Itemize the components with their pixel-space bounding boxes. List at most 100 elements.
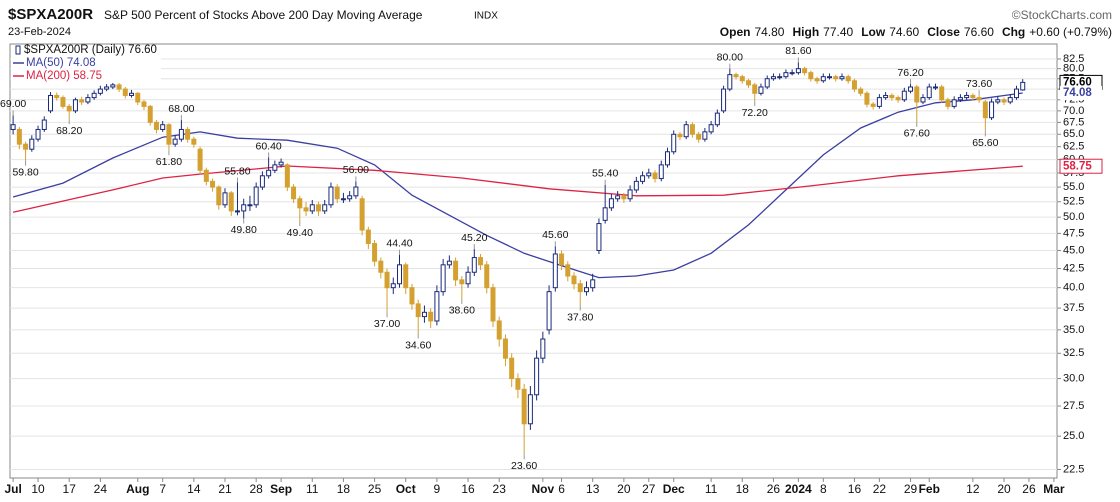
x-tick-label: Dec bbox=[663, 482, 685, 496]
legend-entry: MA(200) 58.75 bbox=[26, 70, 102, 82]
x-tick-label: 11 bbox=[705, 482, 718, 496]
x-tick-label: 11 bbox=[306, 482, 319, 496]
candle-body bbox=[883, 94, 889, 99]
candle-body bbox=[185, 128, 191, 140]
candle-body bbox=[1020, 81, 1026, 91]
annotation-label: 23.60 bbox=[511, 460, 537, 472]
candle-body bbox=[72, 99, 78, 112]
candle-body bbox=[689, 124, 695, 135]
candle-body bbox=[627, 189, 633, 200]
quote-value: 76.60 bbox=[964, 25, 994, 39]
x-tick-label: 18 bbox=[337, 482, 351, 496]
x-tick-label: 25 bbox=[368, 482, 382, 496]
candle-body bbox=[920, 97, 926, 103]
quote-label: Low bbox=[861, 25, 886, 39]
candle-body bbox=[664, 151, 670, 166]
annotation-label: 45.20 bbox=[461, 232, 487, 244]
candle-body bbox=[640, 175, 646, 182]
last-value-box bbox=[1060, 85, 1102, 100]
candle-body bbox=[365, 229, 371, 245]
candle-body bbox=[764, 78, 770, 88]
axes: 22.5 25.0 27.5 30.0 32.5 35.0 37.5 40.0 42.5 45.0… bbox=[4, 53, 1103, 496]
candle-body bbox=[104, 86, 110, 90]
candle-body bbox=[397, 264, 403, 285]
candle-body bbox=[895, 97, 901, 101]
quote-label: Close bbox=[927, 25, 960, 39]
chart-title: S&P 500 Percent of Stocks Above 200 Day … bbox=[104, 8, 423, 22]
candle-body bbox=[783, 72, 789, 78]
candle-body bbox=[540, 338, 546, 359]
x-tick-label: 26 bbox=[767, 482, 781, 496]
candle-body bbox=[471, 257, 477, 273]
candle-body bbox=[683, 124, 689, 138]
annotation-label: 65.60 bbox=[972, 137, 998, 149]
candle-body bbox=[259, 175, 265, 188]
y-tick-label: 22.5 bbox=[1063, 463, 1084, 475]
candle-body bbox=[197, 148, 203, 171]
x-tick-label: 20 bbox=[617, 482, 631, 496]
candle-body bbox=[478, 257, 484, 266]
candle-body bbox=[278, 161, 284, 166]
candle-body bbox=[502, 338, 508, 359]
candle-body bbox=[546, 291, 552, 331]
candle-body bbox=[976, 97, 982, 101]
candle-body bbox=[870, 103, 876, 107]
candle-body bbox=[596, 223, 602, 251]
candle-body bbox=[951, 99, 957, 107]
candle-body bbox=[129, 92, 135, 96]
candle-body bbox=[141, 101, 147, 107]
candle-body bbox=[328, 186, 334, 206]
x-tick-label: 22 bbox=[873, 482, 887, 496]
candle-body bbox=[858, 88, 864, 94]
candle-body bbox=[839, 76, 845, 80]
legend-entry: MA(50) 74.08 bbox=[26, 57, 96, 69]
candle-body bbox=[203, 169, 209, 182]
candle-body bbox=[833, 76, 839, 80]
x-tick-label: Nov bbox=[532, 482, 555, 496]
source: ©StockCharts.com bbox=[1012, 8, 1112, 22]
candle-body bbox=[29, 138, 35, 150]
y-tick-label: 70.0 bbox=[1063, 105, 1084, 117]
candle-body bbox=[727, 74, 733, 90]
candle-body bbox=[521, 388, 527, 425]
x-tick-label: 23 bbox=[493, 482, 507, 496]
candle-body bbox=[733, 74, 739, 78]
quote: Open 74.80 High 77.40 Low 74.60 Close 76.60 Chg +… bbox=[720, 25, 1112, 39]
x-tick-label: Mar bbox=[1043, 482, 1065, 496]
y-tick-label: 80.0 bbox=[1063, 63, 1084, 75]
x-tick-label: 24 bbox=[94, 482, 108, 496]
candle-body bbox=[135, 92, 141, 103]
annotation-label: 80.00 bbox=[717, 51, 743, 63]
candle-body bbox=[372, 243, 378, 262]
candle-body bbox=[172, 138, 178, 145]
candle-body bbox=[453, 260, 459, 281]
annotation-label: 67.60 bbox=[904, 128, 930, 140]
candle-body bbox=[515, 378, 521, 390]
annotation-label: 34.60 bbox=[405, 339, 431, 351]
candle-body bbox=[16, 128, 22, 145]
x-tick-label: 12 bbox=[966, 482, 980, 496]
candle-body bbox=[777, 76, 783, 79]
candle-body bbox=[827, 76, 833, 79]
annotation-label: 38.60 bbox=[449, 305, 475, 317]
candle-body bbox=[646, 172, 652, 177]
candle-body bbox=[914, 86, 920, 103]
last-value-box bbox=[1059, 158, 1103, 174]
candle-body bbox=[160, 124, 166, 130]
candle-body bbox=[583, 287, 589, 293]
candle-body bbox=[577, 283, 583, 293]
x-tick-label: 10 bbox=[31, 482, 45, 496]
candle-body bbox=[428, 311, 434, 322]
x-tick-label: 18 bbox=[736, 482, 750, 496]
annotation-label: 60.40 bbox=[255, 140, 281, 152]
candle-body bbox=[789, 72, 795, 75]
candle-body bbox=[434, 291, 440, 322]
y-tick-label: 35.0 bbox=[1063, 324, 1084, 336]
candle-body bbox=[714, 112, 720, 126]
y-tick-label: 52.5 bbox=[1063, 196, 1084, 208]
y-tick-label: 32.5 bbox=[1063, 347, 1084, 359]
candle-body bbox=[66, 105, 72, 112]
annotation-label: 68.00 bbox=[168, 103, 194, 115]
candle-body bbox=[253, 186, 259, 206]
